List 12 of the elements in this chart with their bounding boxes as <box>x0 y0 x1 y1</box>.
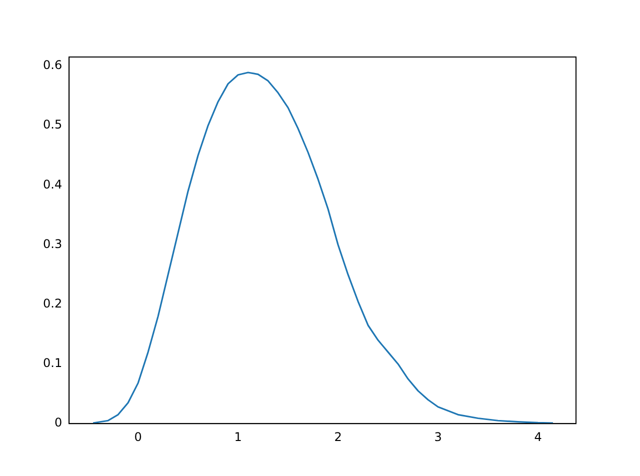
x-tick-label: 1 <box>234 430 242 444</box>
y-tick-label: 0.4 <box>42 177 62 192</box>
x-tick-label: 0 <box>134 430 142 444</box>
x-tick-label: 2 <box>334 430 342 444</box>
y-tick-label: 0 <box>54 416 62 430</box>
y-tick-label: 0.1 <box>42 356 62 370</box>
y-tick-label: 0.6 <box>42 58 62 72</box>
y-tick-label: 0.3 <box>42 236 62 251</box>
y-tick-label: 0.2 <box>42 296 62 311</box>
x-tick-label: 3 <box>434 430 442 444</box>
x-tick-label: 4 <box>534 430 542 444</box>
y-tick-label: 0.5 <box>42 118 62 132</box>
